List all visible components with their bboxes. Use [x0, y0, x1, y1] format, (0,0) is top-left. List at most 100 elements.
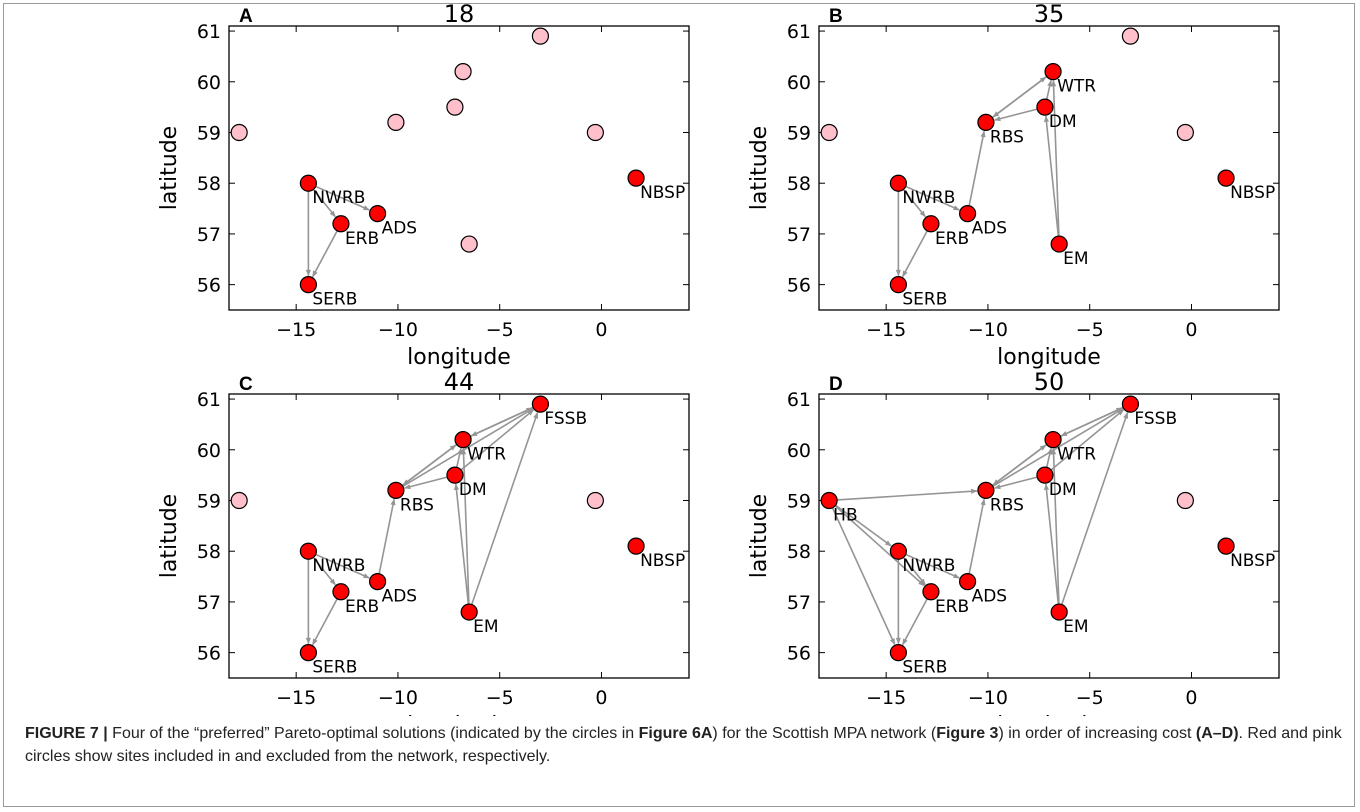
site-label-nbsp: NBSP	[640, 551, 685, 571]
site-included	[1050, 235, 1068, 253]
site-label-nbsp: NBSP	[640, 183, 685, 203]
x-tick-label: 0	[1185, 319, 1197, 341]
x-axis-label: longitude	[997, 345, 1101, 370]
site-label-ads: ADS	[382, 587, 418, 607]
panel-title: 50	[1034, 368, 1065, 396]
panel-b: B 35 −15 −10 −5 0 56 57 58 59 60 61 longitude latitud…	[747, 4, 1280, 370]
site-excluded	[230, 491, 248, 510]
site-label-dm: DM	[1049, 480, 1077, 500]
panel-title: 18	[444, 4, 475, 28]
site-label-serb: SERB	[312, 290, 357, 310]
site-included	[889, 644, 907, 662]
caption-text-1: Four of the “preferred” Pareto-optimal s…	[107, 725, 639, 742]
x-tick-label: −5	[1076, 687, 1104, 709]
connection-ads-rbs	[968, 498, 986, 574]
y-tick-label: 59	[787, 123, 811, 145]
connection-ads-rbs	[968, 130, 986, 206]
connection-em-wtr	[1051, 447, 1060, 605]
site-included	[446, 466, 464, 484]
x-tick-label: −15	[276, 687, 316, 709]
x-tick-label: −15	[866, 319, 906, 341]
connection-erb-serb	[311, 598, 338, 646]
site-excluded	[1176, 491, 1194, 510]
x-axis-label: longitude	[407, 345, 511, 370]
site-included	[299, 542, 317, 560]
site-label-fssb: FSSB	[1134, 409, 1177, 429]
site-included	[368, 205, 387, 223]
panel-title: 35	[1034, 4, 1065, 28]
site-included	[332, 583, 350, 601]
x-axis-label: longitude	[997, 713, 1101, 716]
site-label-wtr: WTR	[467, 445, 506, 465]
site-included	[299, 174, 317, 192]
y-tick-label: 56	[197, 643, 221, 665]
connection-em-dm	[1043, 115, 1060, 237]
panel-a: A 18 −15 −10 −5 0 56 57 58 59 60 61 longitude latitud…	[157, 4, 690, 370]
site-included	[1217, 537, 1235, 555]
caption-text-2: ) for the Scottish MPA network (	[712, 725, 937, 742]
figure-caption: FIGURE 7 | Four of the “preferred” Paret…	[25, 722, 1345, 768]
y-tick-label: 58	[197, 173, 221, 195]
caption-ref-figure-6a[interactable]: Figure 6A	[638, 725, 713, 742]
connection-em-dm	[453, 483, 470, 605]
axes-frame	[818, 393, 1280, 679]
site-label-nbsp: NBSP	[1230, 551, 1275, 571]
y-tick-label: 60	[787, 440, 811, 462]
x-tick-label: −5	[486, 687, 514, 709]
y-tick-label: 59	[197, 123, 221, 145]
site-label-ads: ADS	[972, 219, 1008, 239]
y-tick-label: 56	[197, 275, 221, 297]
caption-text-3: ) in order of increasing cost	[998, 725, 1196, 742]
site-included	[299, 644, 317, 662]
site-label-wtr: WTR	[1057, 77, 1096, 97]
connection-em-wtr	[461, 447, 470, 605]
site-included	[820, 491, 838, 510]
site-label-nwrb: NWRB	[902, 188, 955, 208]
site-label-dm: DM	[1049, 112, 1077, 132]
site-included	[977, 113, 995, 131]
connection-em-dm	[1043, 483, 1060, 605]
connection-dm-wtr	[1045, 79, 1053, 100]
site-label-nwrb: NWRB	[312, 556, 365, 576]
site-excluded	[446, 98, 464, 116]
site-included	[958, 205, 977, 223]
site-excluded	[1176, 123, 1194, 142]
site-excluded	[586, 123, 604, 142]
x-axis-label: longitude	[407, 713, 511, 716]
y-tick-label: 58	[197, 541, 221, 563]
site-label-erb: ERB	[935, 229, 969, 249]
connection-hb-serb	[831, 507, 896, 646]
connection-dm-rbs	[993, 476, 1038, 490]
site-label-serb: SERB	[902, 290, 947, 310]
x-tick-label: −5	[486, 319, 514, 341]
site-label-wtr: WTR	[1057, 445, 1096, 465]
site-label-fssb: FSSB	[544, 409, 587, 429]
panel-c: C 44 −15 −10 −5 0 56 57 58 59 60 61 longitude latitud…	[157, 368, 690, 716]
panel-letter: C	[239, 374, 253, 395]
site-included	[922, 583, 940, 601]
y-tick-label: 57	[197, 592, 221, 614]
caption-ref-panels: (A–D)	[1195, 725, 1239, 742]
site-label-rbs: RBS	[400, 495, 434, 515]
x-tick-label: −10	[968, 687, 1008, 709]
axes-frame	[228, 25, 690, 311]
caption-text-4: . Red and pink circles show sites includ…	[25, 725, 1342, 765]
connection-nwrb-erb	[312, 188, 336, 218]
site-included	[889, 542, 907, 560]
site-label-ads: ADS	[382, 219, 418, 239]
figure-frame: A 18 −15 −10 −5 0 56 57 58 59 60 61 longitude latitud…	[3, 3, 1355, 807]
site-label-nbsp: NBSP	[1230, 183, 1275, 203]
site-included	[627, 537, 645, 555]
figure-panels: A 18 −15 −10 −5 0 56 57 58 59 60 61 longitude latitud…	[157, 4, 1280, 716]
x-tick-label: −15	[276, 319, 316, 341]
caption-ref-figure-3[interactable]: Figure 3	[936, 725, 999, 742]
site-excluded	[820, 123, 838, 142]
y-tick-label: 60	[787, 72, 811, 94]
x-tick-label: −10	[378, 687, 418, 709]
y-axis-label: latitude	[747, 126, 772, 210]
connection-dm-fssb	[460, 409, 535, 471]
site-label-hb: HB	[833, 506, 857, 526]
site-label-rbs: RBS	[990, 127, 1024, 147]
site-label-dm: DM	[459, 480, 487, 500]
y-tick-label: 59	[197, 491, 221, 513]
